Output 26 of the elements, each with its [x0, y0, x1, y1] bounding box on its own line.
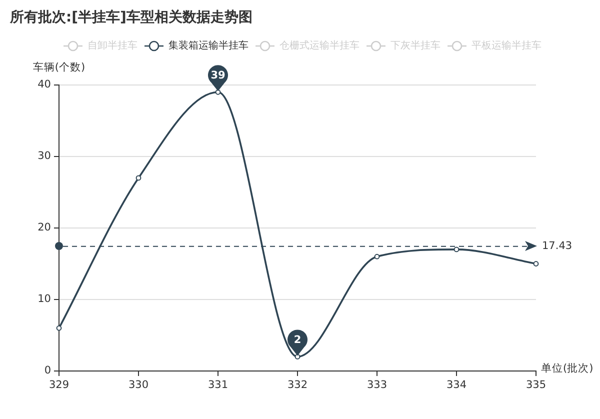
x-tick-label: 334: [446, 379, 467, 392]
point: [374, 254, 380, 260]
x-tick-label: 335: [526, 379, 546, 392]
y-tick-label: 10: [38, 293, 51, 306]
ref-line-label: 17.43: [542, 240, 572, 252]
legend-label: 集装箱运输半挂车: [168, 40, 248, 52]
data-label: 2: [294, 334, 302, 346]
point: [294, 354, 300, 360]
point: [56, 325, 62, 331]
x-tick-label: 332: [287, 379, 308, 392]
x-tick-label: 331: [208, 379, 228, 392]
point: [454, 246, 460, 252]
y-tick-label: 20: [38, 222, 51, 234]
y-tick-label: 0: [44, 364, 51, 377]
point: [215, 89, 221, 95]
x-tick-label: 329: [48, 379, 70, 392]
x-axis-title: 单位(批次): [541, 362, 594, 375]
chart-title: 所有批次:[半挂车]车型相关数据走势图: [9, 8, 252, 26]
y-axis-title: 车辆(个数): [32, 60, 86, 74]
data-label: 39: [210, 69, 226, 82]
point: [533, 261, 539, 266]
y-tick-label: 30: [38, 150, 51, 162]
point: [136, 175, 142, 181]
y-tick-label: 40: [38, 78, 51, 91]
x-tick-label: 333: [366, 379, 388, 392]
x-tick-label: 330: [128, 379, 149, 392]
